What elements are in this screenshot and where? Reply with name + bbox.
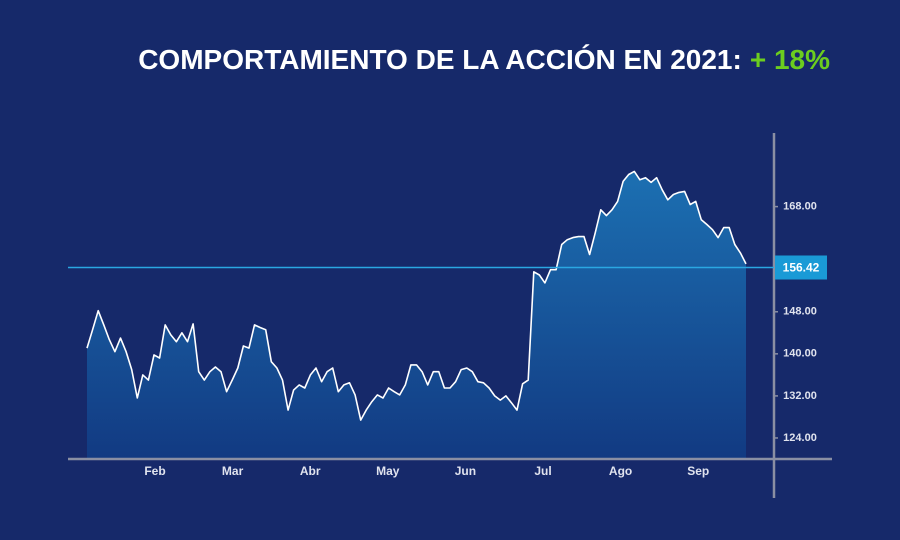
title-main: COMPORTAMIENTO DE LA ACCIÓN EN 2021: (138, 44, 742, 75)
x-tick-label: Jul (534, 464, 551, 478)
y-tick-label: 132.00 (783, 390, 817, 402)
x-tick-label: Ago (609, 464, 632, 478)
x-tick-label: Abr (300, 464, 321, 478)
line (86, 170, 747, 421)
plot: 124.00 132.00 140.00 148.00 168.00 156.42 Feb M… (68, 133, 832, 498)
y-tick-label: 168.00 (783, 201, 817, 213)
x-tick-label: Jun (455, 464, 476, 478)
y-tick-label: 124.00 (783, 432, 817, 444)
title-highlight: + 18% (750, 44, 830, 75)
x-tick-label: Sep (687, 464, 709, 478)
area (87, 171, 746, 459)
y-tick-label: 140.00 (783, 348, 817, 360)
x-tick-label: Feb (144, 464, 165, 478)
x-tick-label: May (376, 464, 400, 478)
chart-title: COMPORTAMIENTO DE LA ACCIÓN EN 2021: + 18… (138, 44, 830, 75)
y-tick-label: 148.00 (783, 306, 817, 318)
reference-label: 156.42 (783, 261, 820, 275)
reference-label-box (775, 255, 827, 280)
x-tick-label: Mar (222, 464, 244, 478)
